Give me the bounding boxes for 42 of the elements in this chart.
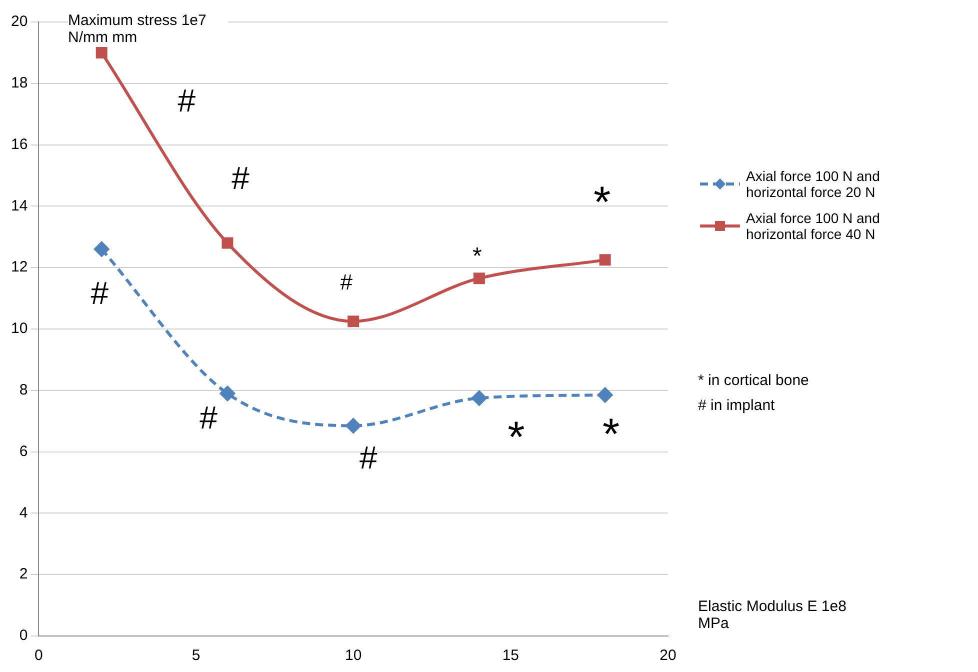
point [346, 418, 361, 434]
annotation: * [602, 410, 620, 460]
y-tick-label: 18 [10, 74, 28, 92]
annotation: # [178, 82, 196, 119]
y-tick-label: 6 [19, 442, 28, 460]
annotation: # [90, 275, 109, 312]
text: * in cortical bone [698, 372, 810, 389]
x-tick-label: 10 [345, 647, 362, 664]
x-axis-title: Elastic Modulus E 1e8 MPa [698, 598, 848, 632]
y-tick-label: 10 [10, 320, 28, 338]
legend-label: Axial force 100 N and horizontal force 20 N [746, 168, 881, 200]
annotation: # [200, 399, 218, 436]
point [599, 254, 611, 266]
point [96, 46, 108, 58]
point [472, 390, 487, 406]
annotation: # [340, 269, 354, 294]
text: # in implant [698, 397, 776, 414]
y-tick-label: 16 [10, 136, 28, 153]
y-tick-label: 14 [10, 197, 28, 214]
y-tick-label: 12 [10, 258, 28, 276]
y-axis-title: Maximum stress 1e7 N/mm mm [68, 12, 228, 46]
point [348, 316, 360, 328]
y-tick-label: 4 [19, 504, 28, 522]
legend-label: Axial force 100 N and horizontal force 40 N [746, 210, 881, 242]
point [220, 386, 235, 401]
point [598, 388, 613, 403]
x-tick-label: 20 [660, 647, 676, 664]
annotation: * [472, 242, 482, 270]
y-tick-label: 8 [19, 382, 28, 399]
y-tick-label: 0 [19, 627, 28, 644]
annotation: # [232, 160, 250, 196]
annotation: * [594, 178, 611, 228]
x-tick-label: 0 [34, 647, 43, 664]
annotation: * [508, 413, 525, 462]
x-tick-label: 5 [192, 647, 200, 664]
x-tick-label: 15 [502, 647, 520, 664]
point [94, 242, 110, 257]
annotation: # [359, 440, 378, 476]
y-tick-label: 20 [10, 13, 28, 30]
point [473, 272, 485, 284]
y-tick-label: 2 [19, 566, 28, 583]
point [222, 237, 234, 249]
